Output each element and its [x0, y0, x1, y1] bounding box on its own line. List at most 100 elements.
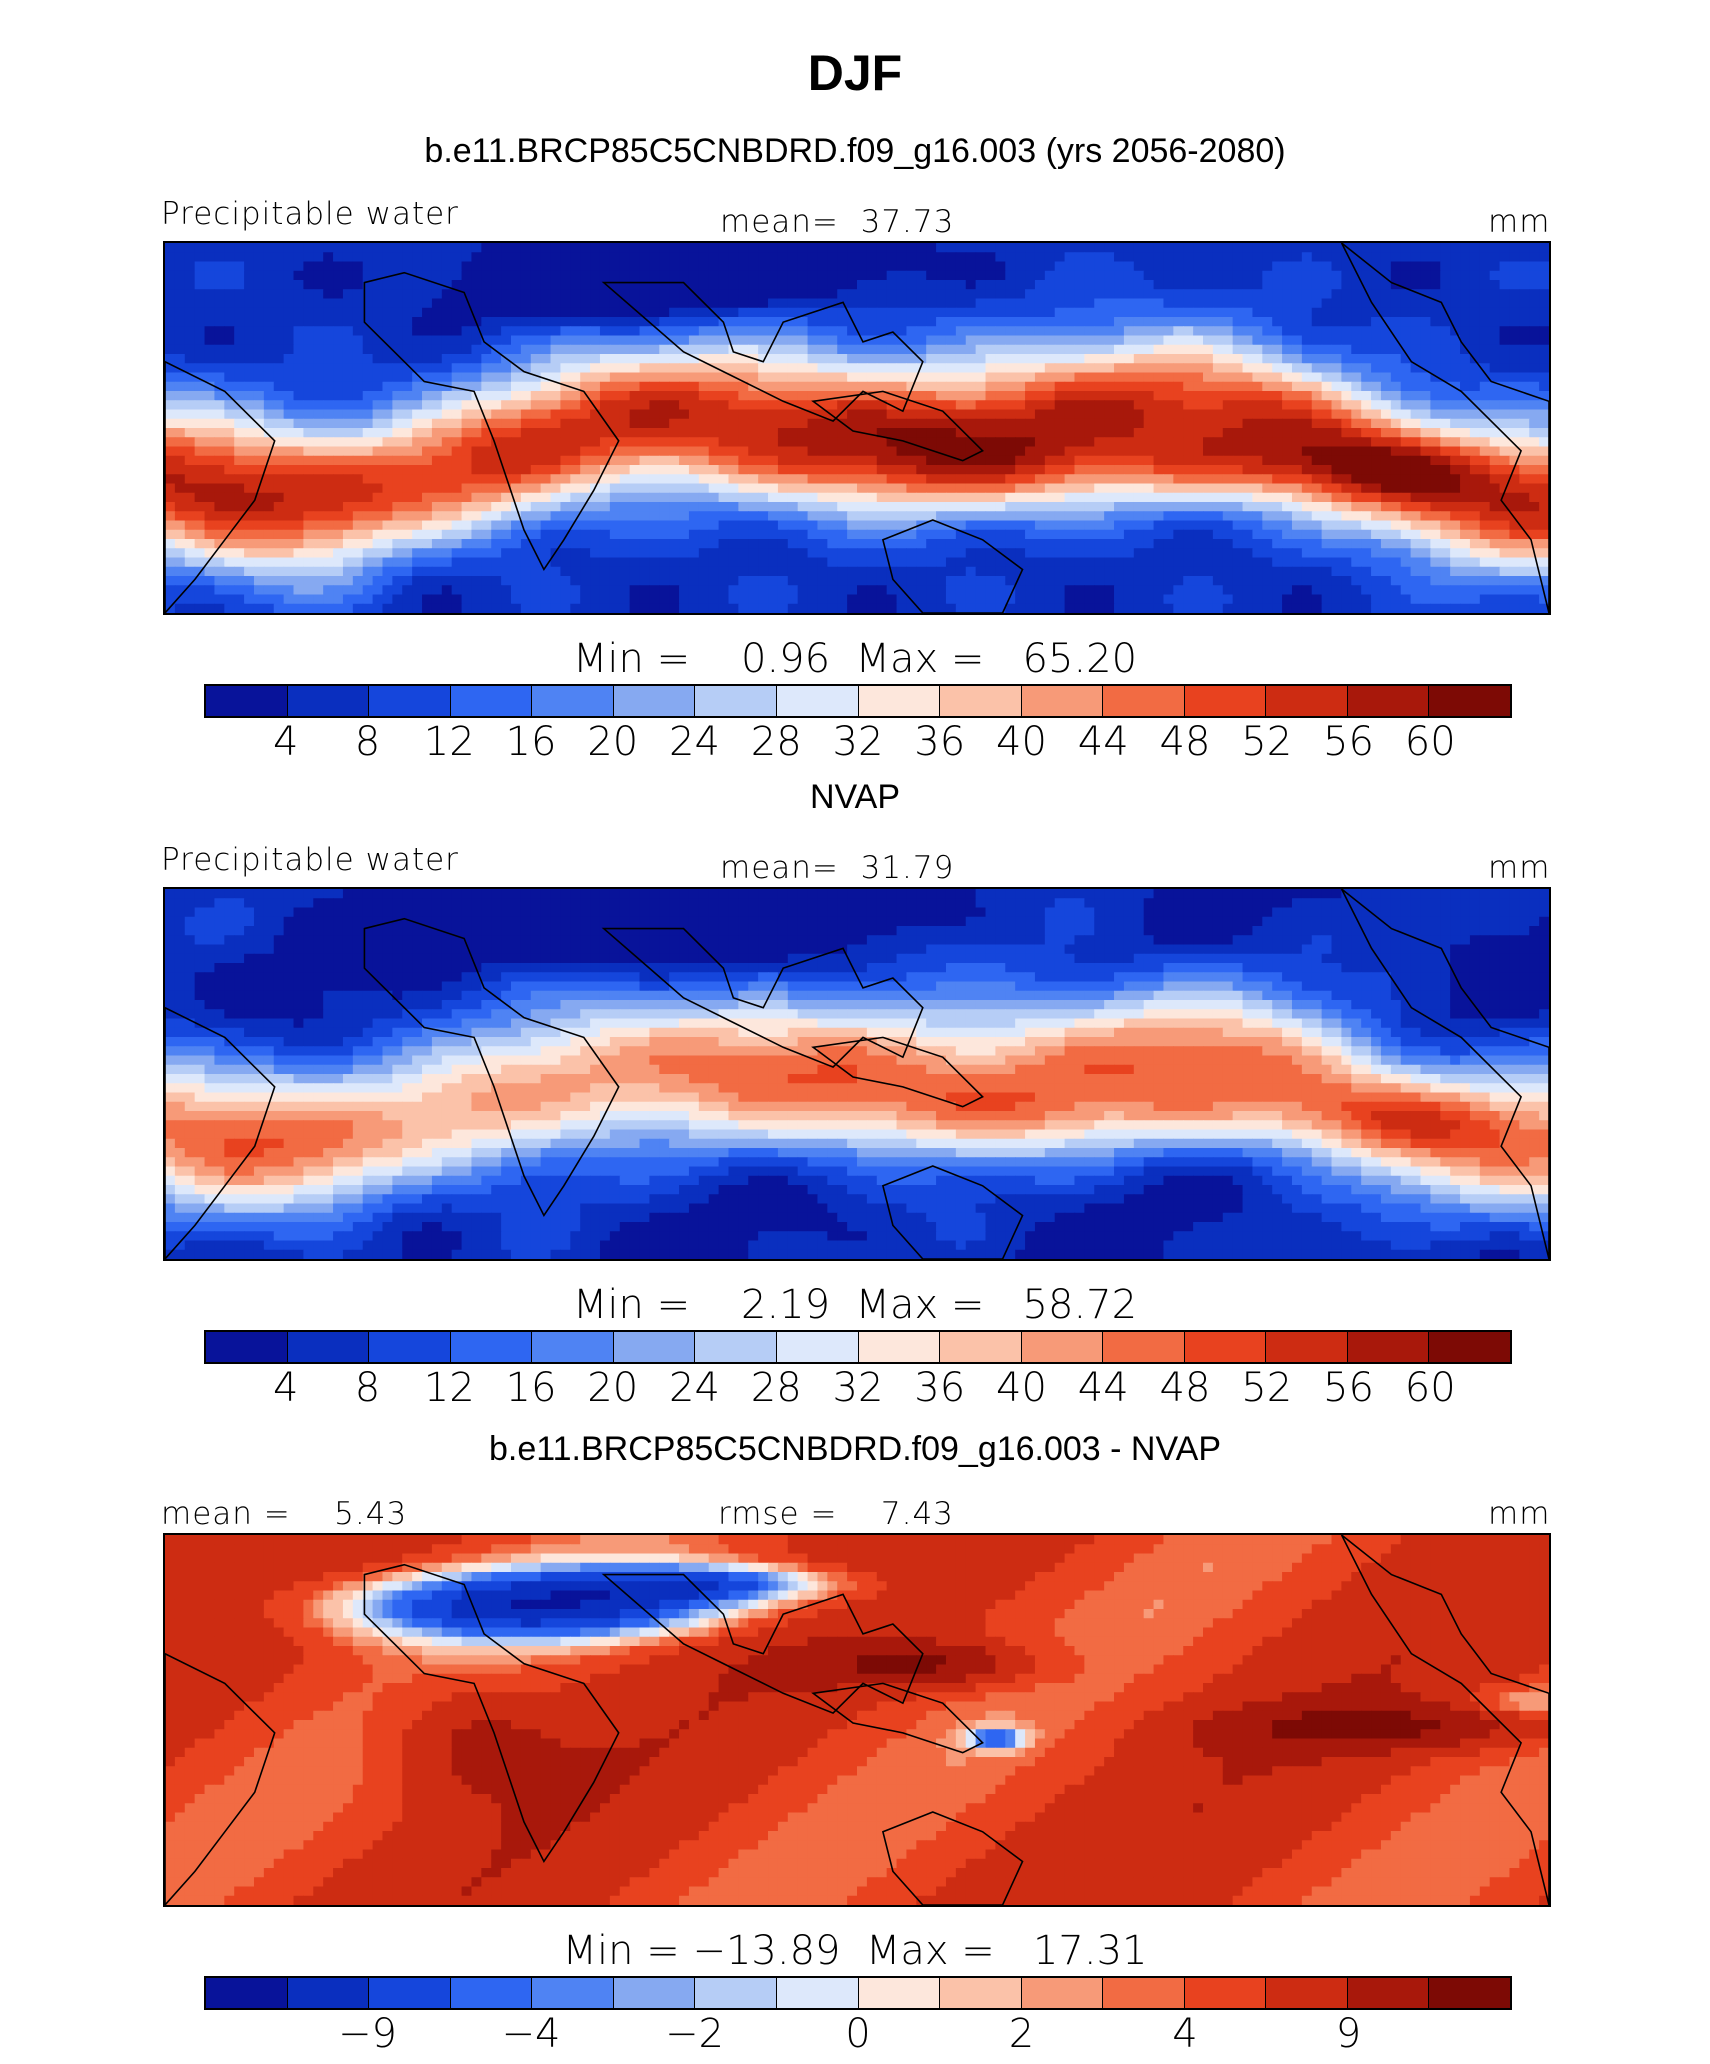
colorbar-tick-label: 20 [587, 1365, 639, 1411]
panel-2-colorbar-ticks: 4 8 12 16 20 24 28 32 36 40 44 48 52 56 60 [0, 1365, 1710, 1413]
colorbar-swatch [1021, 1978, 1104, 2008]
panel-1-colorbar-ticks: 4 8 12 16 20 24 28 32 36 40 44 48 52 56 60 [0, 719, 1710, 767]
panel-2-header: NVAP [809, 778, 901, 816]
colorbar-tick-label: 52 [1241, 1365, 1293, 1411]
colorbar-swatch [613, 1332, 696, 1362]
panel-2-colorbar [204, 1330, 1512, 1364]
colorbar-tick-label: 16 [505, 1365, 557, 1411]
coastline [165, 360, 276, 613]
colorbar-swatch [1021, 1332, 1104, 1362]
contour-cells [165, 889, 1549, 1259]
panel-3-colorbar-ticks: −9 −4 −2 0 2 4 9 [0, 2011, 1710, 2059]
colorbar-tick-label: 56 [1323, 1365, 1374, 1411]
panel-2-mean-label: mean= 31.79 [720, 850, 955, 886]
colorbar-tick-label: 8 [354, 1365, 381, 1411]
colorbar-swatch [1429, 686, 1510, 716]
colorbar-tick-label: 20 [587, 719, 639, 765]
contour-cells [165, 243, 1549, 613]
coastline-outlines [165, 1535, 1549, 1905]
panel-1-units-label: mm [1488, 204, 1551, 240]
panel-3-header: b.e11.BRCP85C5CNBDRD.f09_g16.003 - NVAP [489, 1430, 1221, 1468]
coastline-outlines [165, 243, 1549, 613]
colorbar-tick-label: 9 [1335, 2011, 1362, 2057]
colorbar-swatch [1184, 1978, 1267, 2008]
colorbar-tick-label: 28 [750, 719, 802, 765]
colorbar-swatch [287, 686, 370, 716]
colorbar-swatch [776, 1332, 859, 1362]
coastline [165, 1652, 276, 1905]
panel-3-rmse-label: rmse = 7.43 [718, 1496, 954, 1532]
panel-2-units-label: mm [1488, 850, 1551, 886]
colorbar-swatch [532, 686, 614, 716]
coastline [881, 1165, 1024, 1259]
colorbar-swatch [940, 1978, 1022, 2008]
panel-1-contour-field [165, 243, 1549, 613]
panel-2-variable-label: Precipitable water [161, 842, 459, 878]
colorbar-swatch [532, 1978, 614, 2008]
colorbar-tick-label: 36 [914, 1365, 966, 1411]
colorbar-swatch [1347, 1332, 1430, 1362]
coastline [363, 917, 620, 1218]
colorbar-swatch [1184, 1332, 1267, 1362]
colorbar-swatch [287, 1332, 370, 1362]
colorbar-swatch [776, 686, 859, 716]
colorbar-tick-label: 48 [1159, 1365, 1211, 1411]
colorbar-tick-label: 48 [1159, 719, 1211, 765]
panel-1-map [163, 241, 1551, 615]
colorbar-swatch [613, 1978, 696, 2008]
colorbar-tick-label: 44 [1077, 719, 1129, 765]
colorbar-swatch [1266, 686, 1348, 716]
colorbar-tick-label: 2 [1008, 2011, 1035, 2057]
panel-1-colorbar [204, 684, 1512, 718]
colorbar-swatch [1266, 1332, 1348, 1362]
colorbar-tick-label: 32 [832, 719, 884, 765]
colorbar-swatch [858, 686, 941, 716]
colorbar-tick-label: 4 [273, 1365, 299, 1411]
panel-1-min-max: Min = 0.96 Max = 65.20 [572, 636, 1138, 682]
colorbar-tick-label: 16 [505, 719, 557, 765]
colorbar-swatch [613, 686, 696, 716]
colorbar-swatch [695, 1978, 777, 2008]
coastline [811, 390, 984, 462]
colorbar-tick-label: 24 [669, 1365, 720, 1411]
colorbar-swatch [940, 686, 1022, 716]
colorbar-swatch [1103, 686, 1185, 716]
colorbar-tick-label: 60 [1404, 719, 1456, 765]
colorbar-tick-label: 56 [1323, 719, 1374, 765]
figure-title: DJF [807, 45, 903, 101]
panel-2-map [163, 887, 1551, 1261]
coastline [811, 1036, 984, 1108]
coastline [363, 1563, 620, 1864]
coastline [881, 1811, 1024, 1905]
colorbar-swatch [776, 1978, 859, 2008]
colorbar-swatch [369, 1978, 451, 2008]
panel-2-min-max: Min = 2.19 Max = 58.72 [572, 1282, 1138, 1328]
colorbar-tick-label: 32 [832, 1365, 884, 1411]
coastline [1340, 889, 1549, 1259]
colorbar-swatch [206, 1978, 288, 2008]
colorbar-swatch [1347, 1978, 1430, 2008]
colorbar-swatch [206, 686, 288, 716]
coastline [601, 281, 924, 423]
colorbar-swatch [940, 1332, 1022, 1362]
colorbar-swatch [450, 686, 533, 716]
colorbar-swatch [1429, 1332, 1510, 1362]
coastline [1340, 243, 1549, 613]
colorbar-swatch [1347, 686, 1430, 716]
colorbar-tick-label: 0 [845, 2011, 871, 2057]
colorbar-tick-label: 24 [669, 719, 720, 765]
colorbar-tick-label: 4 [273, 719, 299, 765]
colorbar-swatch [450, 1332, 533, 1362]
colorbar-tick-label: 12 [423, 719, 475, 765]
colorbar-swatch [1184, 686, 1267, 716]
coastline [601, 927, 924, 1069]
colorbar-swatch [532, 1332, 614, 1362]
panel-3-colorbar [204, 1976, 1512, 2010]
colorbar-swatch [369, 1332, 451, 1362]
colorbar-tick-label: 4 [1172, 2011, 1198, 2057]
panel-1-header: b.e11.BRCP85C5CNBDRD.f09_g16.003 (yrs 20… [424, 132, 1286, 170]
coastline [601, 1573, 924, 1715]
contour-cells [165, 1535, 1549, 1905]
panel-1-mean-label: mean= 37.73 [720, 204, 955, 240]
coastline [881, 519, 1024, 613]
